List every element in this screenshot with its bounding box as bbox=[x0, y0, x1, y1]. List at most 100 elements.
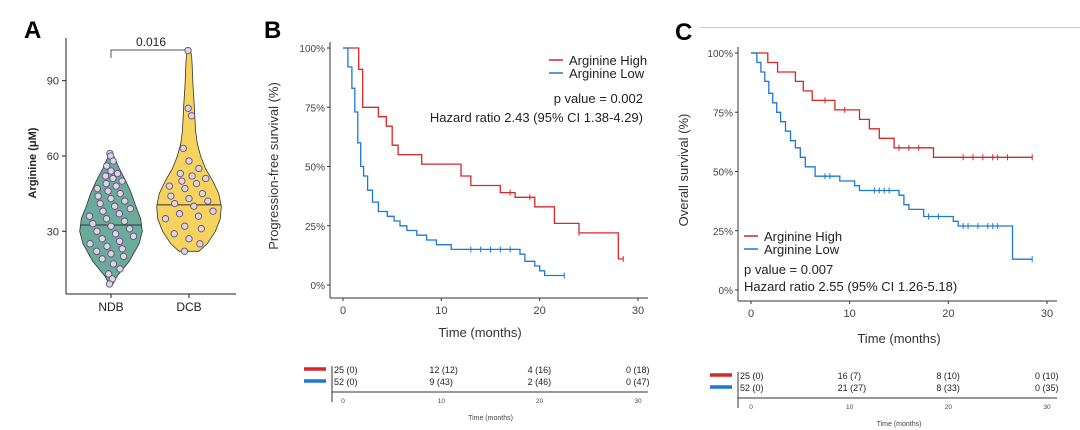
data-point-ndb bbox=[93, 227, 101, 235]
panel-c-hazard-ratio: Hazard ratio 2.55 (95% CI 1.26-5.18) bbox=[744, 279, 957, 294]
panel-a-ytick-label: 60 bbox=[47, 151, 59, 163]
data-point-ndb bbox=[125, 225, 134, 233]
panel-c-risk-tick-label: 0 bbox=[749, 404, 753, 411]
data-point-dcb bbox=[171, 199, 179, 208]
panel-b: 0% 25% 50% 75% 100% 0 10 20 30 Arginine HighArgin… bbox=[266, 42, 650, 422]
data-point-ndb bbox=[115, 237, 124, 245]
panel-c-legend-label: Arginine Low bbox=[764, 242, 840, 257]
data-point-ndb bbox=[85, 212, 94, 220]
data-point-ndb bbox=[93, 247, 101, 255]
panel-a-ytick-label: 90 bbox=[47, 76, 59, 88]
data-point-ndb bbox=[104, 270, 113, 278]
panel-c-curve-low bbox=[751, 52, 1033, 260]
data-point-ndb bbox=[103, 162, 111, 170]
data-point-dcb bbox=[195, 164, 203, 173]
data-point-dcb bbox=[190, 202, 198, 210]
panel-b-ytick-label: 0% bbox=[311, 281, 326, 292]
panel-b-ytick-label: 100% bbox=[299, 44, 325, 55]
data-point-ndb bbox=[109, 157, 117, 165]
panel-b-risk-tick-label: 10 bbox=[438, 398, 446, 405]
panel-b-ytick-label: 50% bbox=[305, 163, 325, 174]
data-point-dcb bbox=[175, 210, 184, 218]
panel-a-significance-bracket bbox=[110, 49, 190, 58]
panel-c-risk-cell: 8 (10) bbox=[936, 371, 960, 381]
panel-b-risk-cell: 2 (46) bbox=[528, 377, 552, 387]
data-point-ndb bbox=[118, 177, 126, 185]
data-point-dcb bbox=[176, 169, 184, 178]
data-point-ndb bbox=[93, 184, 101, 193]
panel-a-ylabel: Arginine (μM) bbox=[27, 127, 39, 198]
data-point-ndb bbox=[109, 260, 118, 268]
data-point-ndb bbox=[99, 207, 107, 215]
data-point-ndb bbox=[102, 215, 111, 223]
data-point-ndb bbox=[111, 230, 120, 238]
data-point-ndb bbox=[116, 265, 124, 273]
panel-b-xtick-label: 10 bbox=[435, 305, 447, 317]
data-point-dcb bbox=[185, 235, 193, 243]
data-point-dcb bbox=[204, 197, 212, 205]
data-point-ndb bbox=[107, 194, 115, 203]
data-point-dcb bbox=[178, 177, 186, 185]
panel-c-risk-xlabel: Time (months) bbox=[877, 421, 922, 428]
panel-c-xlabel: Time (months) bbox=[857, 331, 940, 346]
data-point-ndb bbox=[109, 174, 117, 183]
data-point-dcb bbox=[188, 172, 196, 180]
panel-b-legend-label: Arginine High bbox=[569, 53, 647, 68]
panel-c-ytick-label: 75% bbox=[713, 108, 733, 119]
panel-letter-b: B bbox=[264, 17, 281, 44]
data-point-dcb bbox=[170, 230, 178, 238]
data-point-dcb bbox=[165, 182, 174, 190]
panel-a-plot-area: 30 60 90 NDB DCB bbox=[47, 38, 236, 314]
data-point-dcb bbox=[209, 207, 217, 215]
data-point-ndb bbox=[119, 252, 128, 261]
panel-b-risk-cell: 52 (0) bbox=[334, 377, 358, 387]
data-point-ndb bbox=[98, 235, 106, 243]
data-point-dcb bbox=[194, 212, 203, 220]
data-point-ndb bbox=[118, 245, 126, 253]
panel-c-p-value: p value = 0.007 bbox=[744, 262, 833, 277]
panel-c-xtick-label: 20 bbox=[942, 308, 954, 320]
data-point-dcb bbox=[192, 179, 201, 188]
data-point-ndb bbox=[116, 189, 124, 198]
data-point-ndb bbox=[103, 242, 111, 250]
panel-a-xtick-label: NDB bbox=[98, 300, 123, 314]
data-point-ndb bbox=[121, 197, 129, 205]
data-point-ndb bbox=[120, 217, 129, 225]
panel-c-ylabel: Overall survival (%) bbox=[676, 114, 691, 227]
panel-b-risk-cell: 9 (43) bbox=[429, 377, 453, 387]
data-point-dcb bbox=[202, 174, 210, 183]
data-point-ndb bbox=[105, 280, 114, 288]
panel-b-risk-tick-label: 0 bbox=[341, 398, 345, 405]
data-point-dcb bbox=[179, 144, 187, 153]
panel-b-hazard-ratio: Hazard ratio 2.43 (95% CI 1.38-4.29) bbox=[430, 110, 643, 125]
panel-c-risk-cell: 0 (10) bbox=[1035, 371, 1059, 381]
data-point-ndb bbox=[107, 167, 115, 175]
panel-b-plot-area: 0% 25% 50% 75% 100% 0 10 20 30 Arginine HighArgin… bbox=[299, 42, 650, 422]
data-point-ndb bbox=[96, 199, 104, 208]
panel-c-risk-tick-label: 10 bbox=[846, 404, 854, 411]
data-point-dcb bbox=[180, 247, 189, 255]
panel-b-xtick-label: 30 bbox=[632, 305, 644, 317]
panel-b-risk-cell: 12 (12) bbox=[429, 365, 458, 375]
panel-c-xtick-label: 30 bbox=[1041, 308, 1053, 320]
data-point-ndb bbox=[112, 182, 120, 190]
panel-b-risk-cell: 4 (16) bbox=[528, 365, 552, 375]
panel-c-ytick-label: 0% bbox=[719, 286, 734, 297]
panel-b-xtick-label: 0 bbox=[340, 305, 346, 317]
data-point-dcb bbox=[187, 112, 196, 120]
data-point-ndb bbox=[107, 250, 115, 258]
data-point-ndb bbox=[111, 202, 119, 210]
data-point-ndb bbox=[101, 172, 110, 180]
data-point-ndb bbox=[115, 210, 123, 218]
panel-letter-a: A bbox=[24, 17, 41, 44]
data-point-ndb bbox=[86, 240, 94, 248]
top-divider-line bbox=[700, 27, 1080, 28]
data-point-dcb bbox=[197, 225, 205, 233]
panel-c-legend-label: Arginine High bbox=[764, 229, 842, 244]
data-point-dcb bbox=[185, 157, 193, 165]
panel-b-curve-low bbox=[343, 47, 565, 277]
data-point-ndb bbox=[129, 232, 138, 240]
data-point-dcb bbox=[181, 222, 189, 230]
panel-b-ytick-label: 75% bbox=[305, 103, 325, 114]
